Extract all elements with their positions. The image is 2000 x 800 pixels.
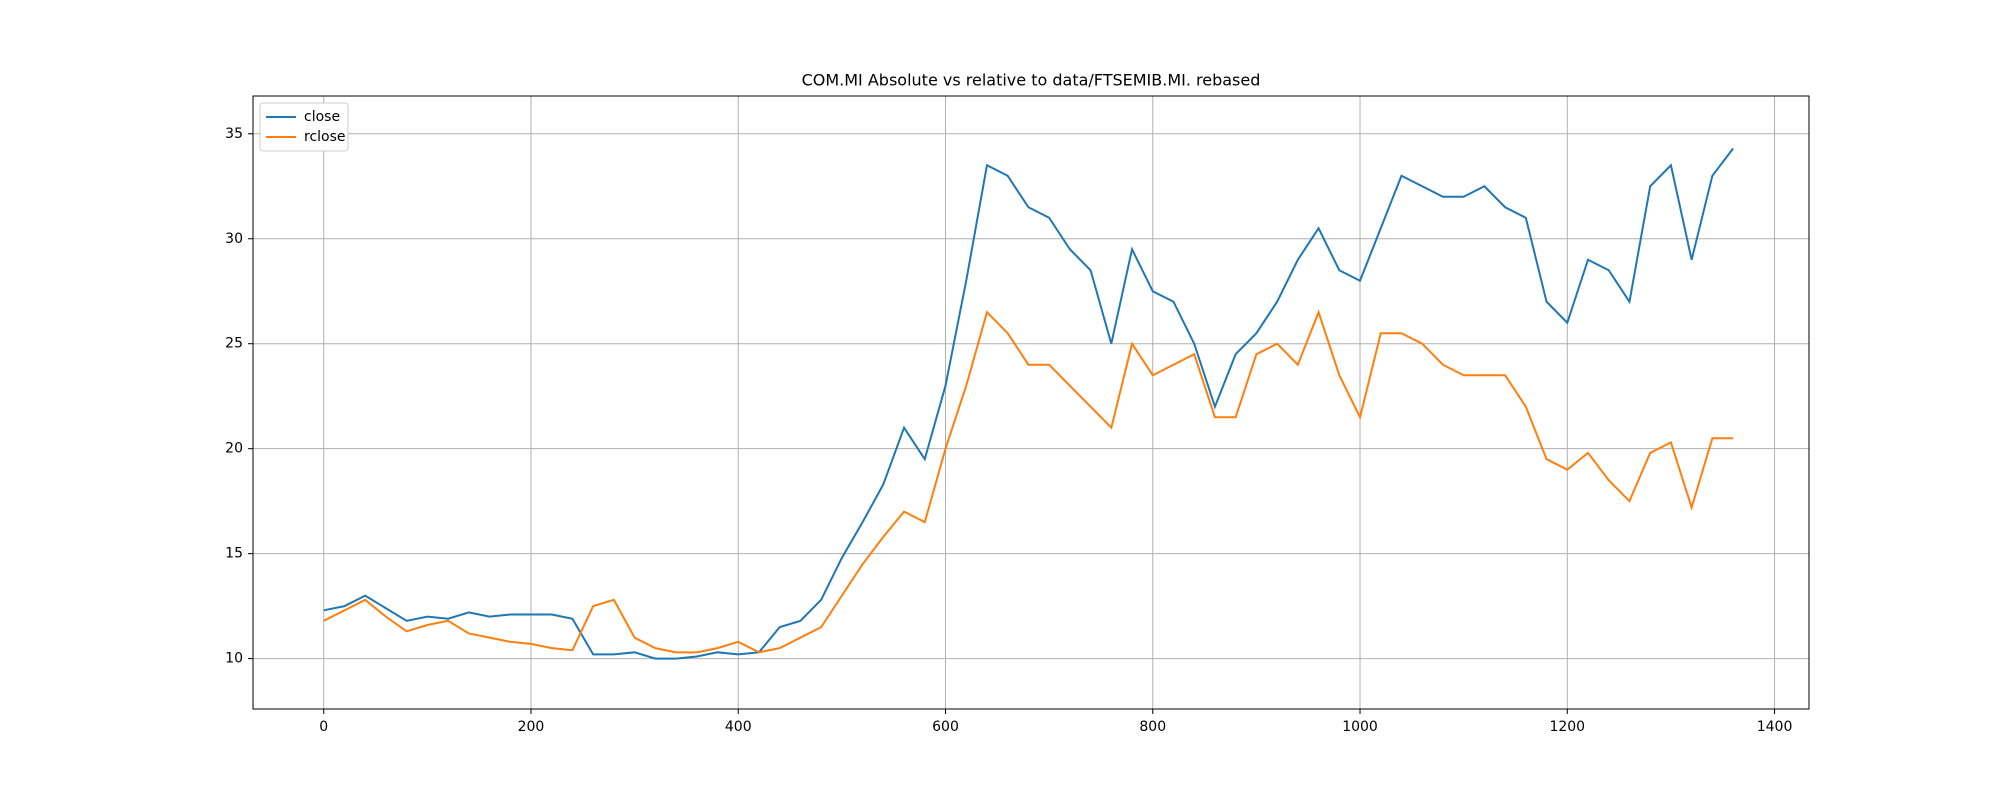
plot-frame — [252, 95, 1810, 710]
y-tick-label: 20 — [225, 441, 243, 457]
x-tick-label: 1200 — [1549, 719, 1585, 735]
x-tick-label: 200 — [518, 719, 545, 735]
y-tick-label: 10 — [225, 651, 243, 667]
x-tick-label: 0 — [319, 719, 328, 735]
legend-label: close — [304, 109, 340, 125]
y-tick-label: 30 — [225, 231, 243, 247]
y-tick-label: 15 — [225, 546, 243, 562]
chart-title: COM.MI Absolute vs relative to data/FTSE… — [802, 71, 1261, 90]
x-tick-label: 1000 — [1342, 719, 1378, 735]
y-tick-label: 25 — [225, 336, 243, 352]
x-tick-label: 600 — [932, 719, 959, 735]
x-tick-label: 400 — [725, 719, 752, 735]
x-tick-label: 1400 — [1757, 719, 1793, 735]
legend-box — [259, 102, 349, 152]
line-series — [323, 309, 1734, 654]
legend-label: rclose — [304, 129, 346, 145]
x-tick-label: 800 — [1139, 719, 1166, 735]
line-series — [323, 147, 1734, 660]
y-tick-label: 35 — [225, 126, 243, 142]
